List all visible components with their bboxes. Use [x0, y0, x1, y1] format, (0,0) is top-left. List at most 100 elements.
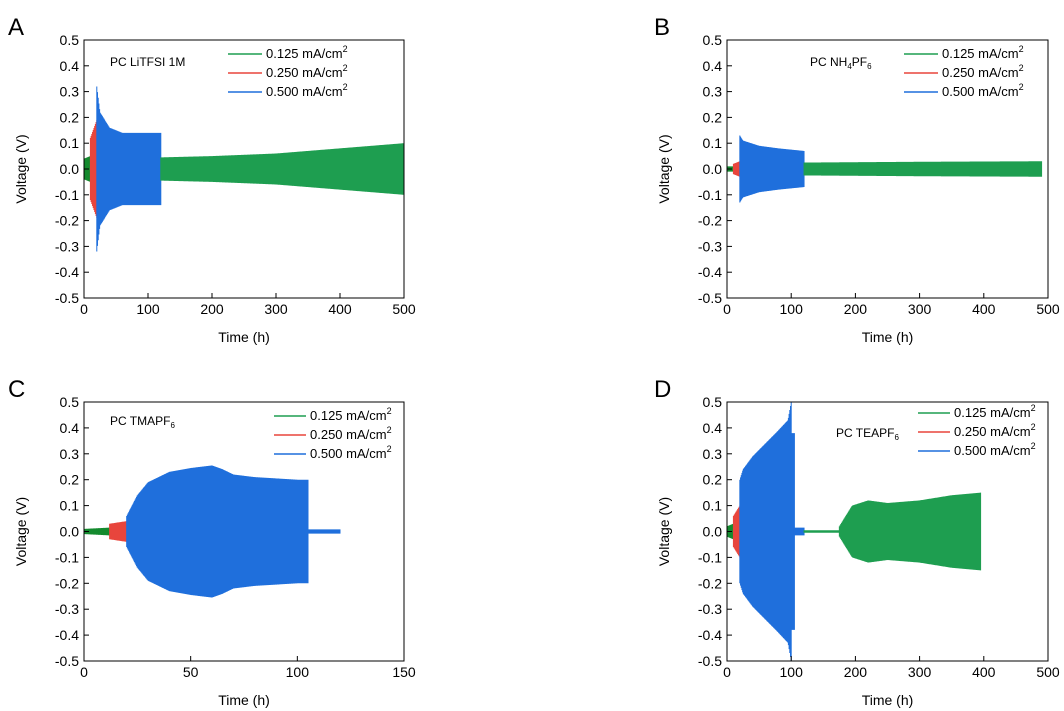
y-tick-label: 0.2 [703, 472, 723, 488]
panel-letter: B [654, 14, 670, 41]
y-axis: -0.5 -0.4 -0.3 -0.2 -0.1 0.0 0.1 0.2 0.3 0.4 0.5 [55, 32, 89, 306]
legend-entry: 0.500 mA/cm2 [310, 444, 392, 461]
y-tick-label: 0.0 [60, 161, 80, 177]
legend-entry: 0.500 mA/cm2 [942, 82, 1024, 99]
sample-label: PC LiTFSI 1M [110, 55, 185, 69]
y-tick-label: 0.3 [60, 446, 80, 462]
x-axis: 0 100 200 300 400 500 [723, 656, 1060, 680]
y-tick-label: -0.3 [55, 238, 79, 254]
y-tick-label: 0.1 [60, 135, 80, 151]
series-3 [96, 86, 162, 252]
series-4 [307, 529, 341, 534]
legend: 0.125 mA/cm2 0.250 mA/cm2 0.500 mA/cm2 [918, 403, 1036, 458]
x-tick-label: 300 [908, 301, 932, 317]
x-tick-label: 400 [972, 664, 996, 680]
y-tick-label: -0.4 [698, 264, 722, 280]
y-tick-label: 0.5 [60, 32, 80, 48]
y-axis: -0.5 -0.4 -0.3 -0.2 -0.1 0.0 0.1 0.2 0.3 0.4 0.5 [55, 394, 89, 669]
x-axis: 0 100 200 300 400 500 [723, 293, 1060, 317]
series-4 [790, 433, 795, 630]
legend-entry: 0.250 mA/cm2 [266, 63, 348, 80]
series-2 [732, 505, 741, 558]
x-tick-label: 100 [780, 664, 804, 680]
y-axis-title: Voltage (V) [656, 134, 672, 203]
data-series-group [83, 465, 341, 598]
legend-entry: 0.125 mA/cm2 [310, 406, 392, 423]
panel-letter: C [8, 376, 25, 403]
x-tick-label: 400 [972, 301, 996, 317]
y-axis: -0.5 -0.4 -0.3 -0.2 -0.1 0.0 0.1 0.2 0.3 0.4 0.5 [698, 32, 732, 306]
x-tick-label: 400 [328, 301, 352, 317]
y-tick-label: -0.2 [55, 575, 79, 591]
sample-label: PC NH4PF6 [810, 55, 872, 71]
y-tick-label: -0.5 [698, 653, 722, 669]
series-4 [160, 143, 405, 195]
panel-letter: A [8, 14, 24, 41]
legend-entry: 0.250 mA/cm2 [942, 63, 1024, 80]
y-tick-label: -0.3 [55, 601, 79, 617]
sample-label: PC TMAPF6 [110, 414, 175, 430]
panel-B: B 0 100 200 300 400 500 -0.5 -0.4 -0.3 -0.2 -0.1 0.0… [654, 14, 1060, 345]
x-tick-label: 200 [844, 664, 868, 680]
legend-entry: 0.250 mA/cm2 [310, 425, 392, 442]
x-axis-title: Time (h) [218, 329, 270, 345]
panel-D: D 0 100 200 300 400 500 -0.5 -0.4 -0.3 -0.2 -0.1 0.0… [654, 376, 1060, 708]
y-tick-label: -0.2 [698, 213, 722, 229]
y-tick-label: 0.3 [60, 84, 80, 100]
y-tick-label: -0.1 [55, 187, 79, 203]
legend-entry: 0.125 mA/cm2 [266, 44, 348, 61]
y-tick-label: 0.2 [60, 472, 80, 488]
y-tick-label: -0.3 [698, 601, 722, 617]
x-tick-label: 200 [200, 301, 224, 317]
y-tick-label: -0.4 [55, 627, 79, 643]
x-axis-title: Time (h) [862, 692, 914, 708]
data-series-group [726, 135, 1043, 203]
series-5 [793, 527, 805, 536]
y-tick-label: -0.4 [55, 264, 79, 280]
x-tick-label: 0 [723, 301, 731, 317]
series-6 [803, 530, 840, 533]
y-tick-label: 0.0 [703, 161, 723, 177]
series-3 [126, 465, 309, 598]
x-tick-label: 200 [844, 301, 868, 317]
series-2 [732, 161, 741, 177]
x-tick-label: 500 [392, 301, 416, 317]
y-tick-label: 0.0 [703, 524, 723, 540]
data-series-group [83, 86, 405, 252]
y-axis-title: Voltage (V) [656, 497, 672, 566]
y-tick-label: 0.1 [60, 498, 80, 514]
y-tick-label: -0.5 [55, 653, 79, 669]
legend-entry: 0.125 mA/cm2 [954, 403, 1036, 420]
y-tick-label: 0.5 [703, 394, 723, 410]
y-axis: -0.5 -0.4 -0.3 -0.2 -0.1 0.0 0.1 0.2 0.3 0.4 0.5 [698, 394, 732, 669]
x-tick-label: 0 [80, 664, 88, 680]
y-tick-label: 0.5 [703, 32, 723, 48]
x-tick-label: 500 [1036, 301, 1060, 317]
panel-A: A 0 100 200 300 400 500 -0.5 -0.4 -0.3 -0.2 -0.1 0.0… [8, 14, 416, 345]
x-tick-label: 100 [286, 664, 310, 680]
x-axis-title: Time (h) [218, 692, 270, 708]
y-tick-label: -0.5 [55, 290, 79, 306]
y-axis-title: Voltage (V) [13, 134, 29, 203]
legend-entry: 0.250 mA/cm2 [954, 422, 1036, 439]
x-tick-label: 100 [136, 301, 160, 317]
y-tick-label: 0.2 [703, 109, 723, 125]
sample-label: PC TEAPF6 [836, 426, 899, 442]
x-axis-title: Time (h) [862, 329, 914, 345]
legend-entry: 0.500 mA/cm2 [266, 82, 348, 99]
series-7 [838, 492, 982, 571]
y-tick-label: 0.0 [60, 524, 80, 540]
legend: 0.125 mA/cm2 0.250 mA/cm2 0.500 mA/cm2 [274, 406, 392, 461]
x-tick-label: 300 [264, 301, 288, 317]
y-tick-label: -0.2 [55, 213, 79, 229]
y-tick-label: -0.3 [698, 238, 722, 254]
y-tick-label: 0.2 [60, 109, 80, 125]
y-axis-title: Voltage (V) [13, 497, 29, 566]
series-4 [803, 161, 1043, 177]
panel-letter: D [654, 376, 671, 403]
series-2 [109, 521, 128, 542]
series-3 [739, 402, 792, 661]
y-tick-label: -0.5 [698, 290, 722, 306]
data-series-group [726, 402, 982, 661]
legend: 0.125 mA/cm2 0.250 mA/cm2 0.500 mA/cm2 [904, 44, 1024, 99]
